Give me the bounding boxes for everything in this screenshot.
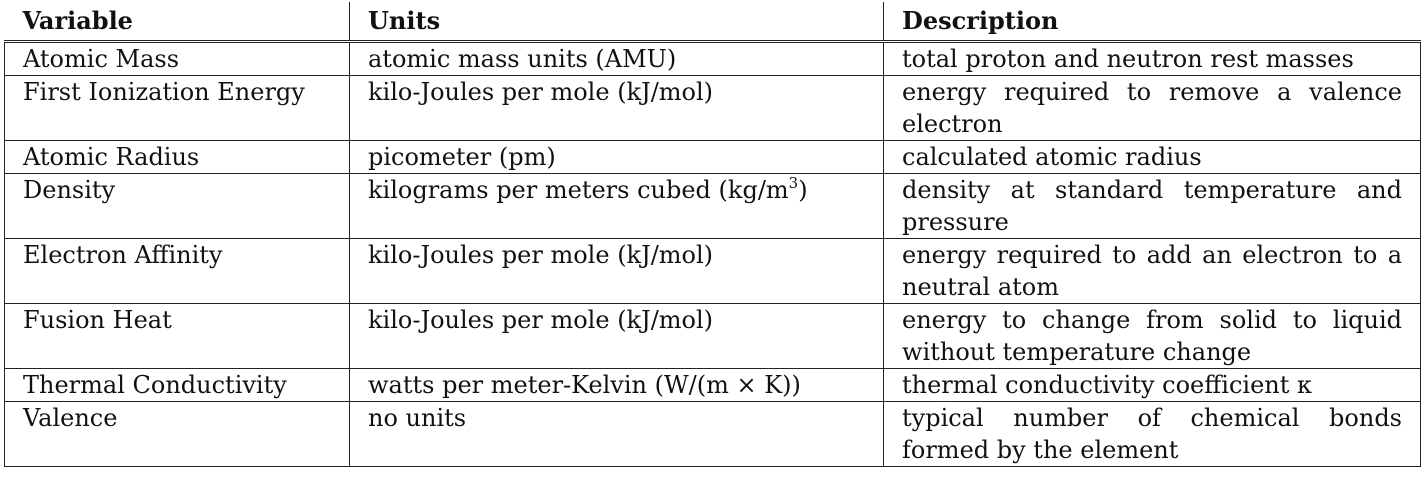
cell-units: watts per meter-Kelvin (W/(m × K)) [349, 368, 884, 402]
cell-description: calculated atomic radius [883, 140, 1421, 174]
table-row: Thermal Conductivity watts per meter-Kel… [4, 368, 1421, 402]
table-row: Density kilograms per meters cubed (kg/m… [4, 173, 1421, 239]
cell-variable: Thermal Conductivity [4, 368, 350, 402]
cell-units: kilo-Joules per mole (kJ/mol) [349, 303, 884, 369]
cell-description: typical number of chemical bonds formed … [883, 401, 1421, 467]
cell-units: no units [349, 401, 884, 467]
table-row: Electron Affinity kilo-Joules per mole (… [4, 238, 1421, 304]
cell-description: thermal conductivity coefficient κ [883, 368, 1421, 402]
variables-table: Variable Units Description Atomic Mass a… [4, 2, 1421, 467]
units-suffix: ) [798, 176, 808, 204]
cell-units: atomic mass units (AMU) [349, 41, 884, 76]
table-row: Fusion Heat kilo-Joules per mole (kJ/mol… [4, 303, 1421, 369]
cell-variable: Atomic Radius [4, 140, 350, 174]
cell-description: energy to change from solid to liquid wi… [883, 303, 1421, 369]
variables-table-container: Variable Units Description Atomic Mass a… [4, 2, 1421, 467]
header-variable: Variable [4, 2, 350, 43]
table-row: First Ionization Energy kilo-Joules per … [4, 75, 1421, 141]
units-superscript: 3 [788, 174, 799, 192]
cell-description: energy required to remove a valence elec… [883, 75, 1421, 141]
cell-description: total proton and neutron rest masses [883, 41, 1421, 76]
cell-units: kilo-Joules per mole (kJ/mol) [349, 75, 884, 141]
cell-variable: First Ionization Energy [4, 75, 350, 141]
cell-description: density at standard temperature and pres… [883, 173, 1421, 239]
cell-units: kilo-Joules per mole (kJ/mol) [349, 238, 884, 304]
units-text: kilograms per meters cubed (kg/m [368, 176, 789, 204]
cell-units: picometer (pm) [349, 140, 884, 174]
cell-variable: Electron Affinity [4, 238, 350, 304]
table-row: Atomic Radius picometer (pm) calculated … [4, 140, 1421, 174]
cell-units: kilograms per meters cubed (kg/m3) [349, 173, 884, 239]
header-units: Units [349, 2, 884, 43]
cell-variable: Atomic Mass [4, 41, 350, 76]
table-row: Valence no units typical number of chemi… [4, 401, 1421, 467]
cell-description: energy required to add an electron to a … [883, 238, 1421, 304]
header-description: Description [883, 2, 1421, 43]
cell-variable: Fusion Heat [4, 303, 350, 369]
table-row: Atomic Mass atomic mass units (AMU) tota… [4, 41, 1421, 76]
cell-variable: Valence [4, 401, 350, 467]
table-header-row: Variable Units Description [4, 2, 1421, 43]
cell-variable: Density [4, 173, 350, 239]
